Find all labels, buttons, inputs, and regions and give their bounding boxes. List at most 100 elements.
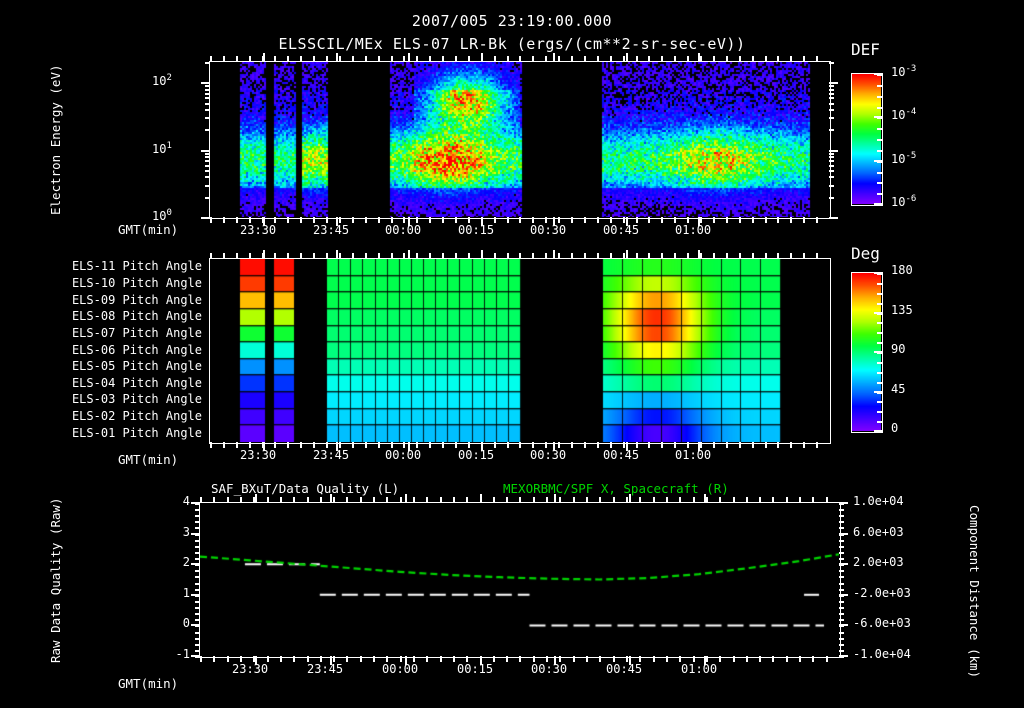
- axis-tick: [626, 217, 628, 226]
- axis-tick: [205, 165, 210, 167]
- axis-tick: [453, 497, 455, 503]
- axis-tick: [205, 103, 210, 105]
- axis-tick: [877, 313, 883, 315]
- axis-tick: [687, 56, 689, 62]
- axis-tick: [195, 521, 200, 523]
- axis-tick: [263, 53, 265, 62]
- axis-tick: [236, 253, 238, 259]
- axis-tick: [373, 497, 375, 503]
- panel2-xtick-label: 00:45: [603, 448, 640, 462]
- axis-tick: [240, 656, 242, 662]
- axis-tick: [726, 56, 728, 62]
- axis-tick: [554, 656, 556, 665]
- axis-tick: [661, 56, 663, 62]
- axis-tick: [839, 564, 844, 566]
- axis-tick: [803, 217, 805, 223]
- axis-tick: [666, 656, 668, 662]
- axis-tick: [300, 56, 302, 62]
- panel3-ytick-right-label: 2.0e+03: [853, 555, 904, 569]
- panel3-ytick-left-label: 0: [182, 616, 190, 630]
- axis-tick: [829, 176, 834, 178]
- axis-tick: [352, 253, 354, 259]
- axis-tick: [223, 253, 225, 259]
- panel2-xtick-label: 01:00: [675, 448, 712, 462]
- axis-tick: [799, 497, 801, 503]
- axis-tick: [752, 56, 754, 62]
- axis-tick: [481, 442, 483, 451]
- axis-tick: [829, 170, 834, 172]
- axis-tick: [400, 497, 402, 503]
- axis-tick: [195, 595, 200, 597]
- panel1-xtick-label: 01:00: [675, 223, 712, 237]
- axis-tick: [352, 56, 354, 62]
- axis-tick: [360, 497, 362, 503]
- axis-tick: [280, 656, 282, 662]
- axis-tick: [386, 656, 388, 662]
- axis-tick: [772, 656, 774, 662]
- axis-tick: [400, 656, 402, 662]
- axis-tick: [877, 273, 883, 275]
- axis-tick: [661, 217, 663, 223]
- axis-tick: [195, 515, 200, 517]
- axis-tick: [586, 656, 588, 662]
- panel3-ytick-left-label: 3: [182, 525, 190, 539]
- axis-tick: [405, 656, 407, 665]
- axis-tick: [700, 442, 702, 448]
- axis-tick: [554, 494, 556, 503]
- axis-tick: [812, 656, 814, 662]
- axis-tick: [507, 56, 509, 62]
- axis-tick: [249, 56, 251, 62]
- axis-tick: [839, 632, 844, 634]
- axis-tick: [790, 217, 792, 223]
- axis-tick: [698, 217, 700, 226]
- axis-tick: [416, 253, 418, 259]
- axis-tick: [519, 56, 521, 62]
- panel3-ylabel-left: Raw Data Quality (Raw): [48, 497, 63, 663]
- axis-tick: [719, 497, 721, 503]
- axis-tick: [877, 283, 883, 285]
- axis-tick: [253, 497, 255, 503]
- axis-tick: [877, 85, 883, 87]
- axis-tick: [648, 253, 650, 259]
- axis-tick: [205, 185, 210, 187]
- axis-tick: [648, 217, 650, 223]
- axis-tick: [597, 442, 599, 448]
- axis-tick: [597, 217, 599, 223]
- panel1-ytick-label: 100: [152, 208, 172, 223]
- axis-tick: [877, 128, 883, 130]
- axis-tick: [391, 217, 393, 223]
- axis-tick: [777, 217, 779, 223]
- panel3-xtick-label: 01:00: [681, 662, 718, 676]
- axis-tick: [839, 576, 844, 578]
- axis-tick: [223, 442, 225, 448]
- axis-tick: [545, 56, 547, 62]
- axis-tick: [426, 497, 428, 503]
- def-colorbar-label: 10-6: [891, 194, 917, 209]
- axis-tick: [558, 217, 560, 223]
- axis-tick: [877, 352, 883, 354]
- axis-tick: [205, 170, 210, 172]
- axis-tick: [752, 217, 754, 223]
- def-colorbar-label: 10-3: [891, 64, 917, 79]
- panel2-xtick-label: 00:00: [385, 448, 422, 462]
- axis-tick: [877, 421, 883, 423]
- axis-tick: [829, 129, 834, 131]
- axis-tick: [786, 497, 788, 503]
- panel2-colorbar-title: Deg: [851, 244, 880, 263]
- panel1-xtick-label: 00:15: [458, 223, 495, 237]
- panel1-colorbar-title: DEF: [851, 40, 880, 59]
- panel1-xtick-label: 00:00: [385, 223, 422, 237]
- axis-tick: [195, 656, 200, 658]
- axis-tick: [378, 217, 380, 223]
- axis-tick: [408, 217, 410, 226]
- axis-tick: [739, 56, 741, 62]
- axis-tick: [263, 250, 265, 259]
- axis-tick: [200, 497, 202, 503]
- axis-tick: [195, 613, 200, 615]
- axis-tick: [613, 656, 615, 662]
- axis-tick: [339, 56, 341, 62]
- axis-tick: [195, 638, 200, 640]
- axis-tick: [623, 217, 625, 223]
- deg-colorbar-label: 90: [891, 342, 906, 356]
- def-colorbar: [851, 73, 883, 206]
